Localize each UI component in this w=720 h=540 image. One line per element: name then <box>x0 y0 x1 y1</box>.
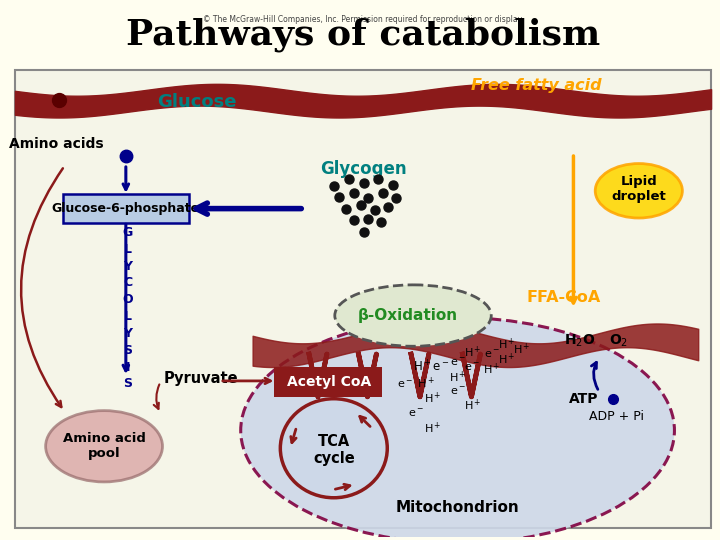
Text: O: O <box>122 293 133 306</box>
Text: e$^-$ H$^+$: e$^-$ H$^+$ <box>397 375 435 390</box>
Text: Mitochondrion: Mitochondrion <box>396 500 519 515</box>
Text: Y: Y <box>123 327 132 340</box>
Text: e$^-$: e$^-$ <box>449 356 466 368</box>
Text: TCA
cycle: TCA cycle <box>313 434 355 467</box>
Text: H$_2$O: H$_2$O <box>564 333 595 349</box>
Text: Glucose-6-phosphate: Glucose-6-phosphate <box>52 202 200 215</box>
Text: © The McGraw-Hill Companies, Inc. Permission required for reproduction or displa: © The McGraw-Hill Companies, Inc. Permis… <box>203 15 523 24</box>
Text: H$^+$: H$^+$ <box>513 342 531 357</box>
Text: S: S <box>123 344 132 357</box>
Text: Y: Y <box>123 260 132 273</box>
FancyBboxPatch shape <box>15 70 711 529</box>
Text: C: C <box>123 276 132 289</box>
Text: O$_2$: O$_2$ <box>609 333 629 349</box>
Text: H$^+$: H$^+$ <box>449 369 467 384</box>
Text: H$^+$: H$^+$ <box>498 336 516 352</box>
Text: β-Oxidation: β-Oxidation <box>358 308 458 323</box>
Text: e$^-$: e$^-$ <box>408 408 424 419</box>
Text: H$^+$: H$^+$ <box>424 391 441 407</box>
Text: Lipid
droplet: Lipid droplet <box>611 175 666 203</box>
FancyBboxPatch shape <box>63 194 189 223</box>
Text: H$^+$: H$^+$ <box>464 398 481 413</box>
Text: e$^-$: e$^-$ <box>449 386 466 397</box>
Text: Free fatty acid: Free fatty acid <box>472 78 602 93</box>
Text: Amino acids: Amino acids <box>9 137 104 151</box>
FancyBboxPatch shape <box>274 367 382 397</box>
Text: ATP: ATP <box>569 392 598 406</box>
Text: Glucose: Glucose <box>158 93 237 111</box>
Text: H$^+$: H$^+$ <box>483 361 501 377</box>
Ellipse shape <box>45 410 163 482</box>
Text: Pyruvate: Pyruvate <box>163 372 238 387</box>
Ellipse shape <box>240 318 675 540</box>
Text: L: L <box>124 242 132 256</box>
Text: H$^+$e$^-$: H$^+$e$^-$ <box>413 360 449 375</box>
Text: ADP + Pi: ADP + Pi <box>588 410 644 423</box>
Text: Acetyl CoA: Acetyl CoA <box>287 375 371 389</box>
Text: G: G <box>122 226 133 239</box>
Text: H$^+$: H$^+$ <box>498 352 516 367</box>
Text: e$^-$: e$^-$ <box>484 349 500 360</box>
Text: e$^-$: e$^-$ <box>464 361 480 373</box>
Text: L: L <box>124 310 132 323</box>
Text: S: S <box>123 377 132 390</box>
Text: H$^+$: H$^+$ <box>424 421 441 436</box>
Text: Amino acid
pool: Amino acid pool <box>63 432 145 460</box>
Text: H$^+$: H$^+$ <box>464 345 481 360</box>
Ellipse shape <box>335 285 491 346</box>
Ellipse shape <box>595 164 683 218</box>
Text: Pathways of catabolism: Pathways of catabolism <box>127 17 600 52</box>
Text: Glycogen: Glycogen <box>320 160 407 178</box>
Text: FFA-CoA: FFA-CoA <box>526 290 600 305</box>
Text: I: I <box>125 361 130 374</box>
Ellipse shape <box>280 399 387 498</box>
